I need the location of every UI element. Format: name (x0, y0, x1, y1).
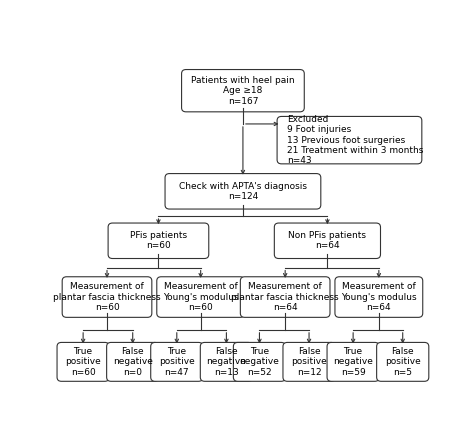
FancyBboxPatch shape (107, 342, 159, 381)
FancyBboxPatch shape (377, 342, 429, 381)
Text: True
negative
n=59: True negative n=59 (333, 347, 373, 377)
FancyBboxPatch shape (151, 342, 203, 381)
FancyBboxPatch shape (108, 223, 209, 259)
Text: PFis patients
n=60: PFis patients n=60 (130, 231, 187, 250)
Text: Measurement of
Young's modulus
n=60: Measurement of Young's modulus n=60 (163, 282, 238, 312)
FancyBboxPatch shape (201, 342, 253, 381)
FancyBboxPatch shape (233, 342, 285, 381)
FancyBboxPatch shape (182, 70, 304, 112)
Text: True
positive
n=47: True positive n=47 (159, 347, 195, 377)
FancyBboxPatch shape (274, 223, 381, 259)
FancyBboxPatch shape (335, 277, 423, 317)
Text: True
negative
n=52: True negative n=52 (239, 347, 279, 377)
Text: False
negative
n=13: False negative n=13 (207, 347, 246, 377)
Text: Measurement of
plantar fascia thickness
n=64: Measurement of plantar fascia thickness … (231, 282, 339, 312)
FancyBboxPatch shape (57, 342, 109, 381)
Text: Patients with heel pain
Age ≥18
n=167: Patients with heel pain Age ≥18 n=167 (191, 76, 295, 105)
Text: False
negative
n=0: False negative n=0 (113, 347, 153, 377)
Text: Measurement of
Young's modulus
n=64: Measurement of Young's modulus n=64 (341, 282, 417, 312)
Text: Measurement of
plantar fascia thickness
n=60: Measurement of plantar fascia thickness … (53, 282, 161, 312)
Text: Check with APTA's diagnosis
n=124: Check with APTA's diagnosis n=124 (179, 182, 307, 201)
Text: False
positive
n=5: False positive n=5 (385, 347, 420, 377)
FancyBboxPatch shape (240, 277, 330, 317)
Text: Non PFis patients
n=64: Non PFis patients n=64 (288, 231, 366, 250)
Text: Excluded
9 Foot injuries
13 Previous foot surgeries
21 Treatment within 3 months: Excluded 9 Foot injuries 13 Previous foo… (287, 115, 423, 165)
Text: True
positive
n=60: True positive n=60 (65, 347, 101, 377)
FancyBboxPatch shape (277, 117, 422, 164)
FancyBboxPatch shape (165, 174, 321, 209)
FancyBboxPatch shape (283, 342, 335, 381)
FancyBboxPatch shape (62, 277, 152, 317)
Text: False
positive
n=12: False positive n=12 (291, 347, 327, 377)
FancyBboxPatch shape (327, 342, 379, 381)
FancyBboxPatch shape (157, 277, 245, 317)
